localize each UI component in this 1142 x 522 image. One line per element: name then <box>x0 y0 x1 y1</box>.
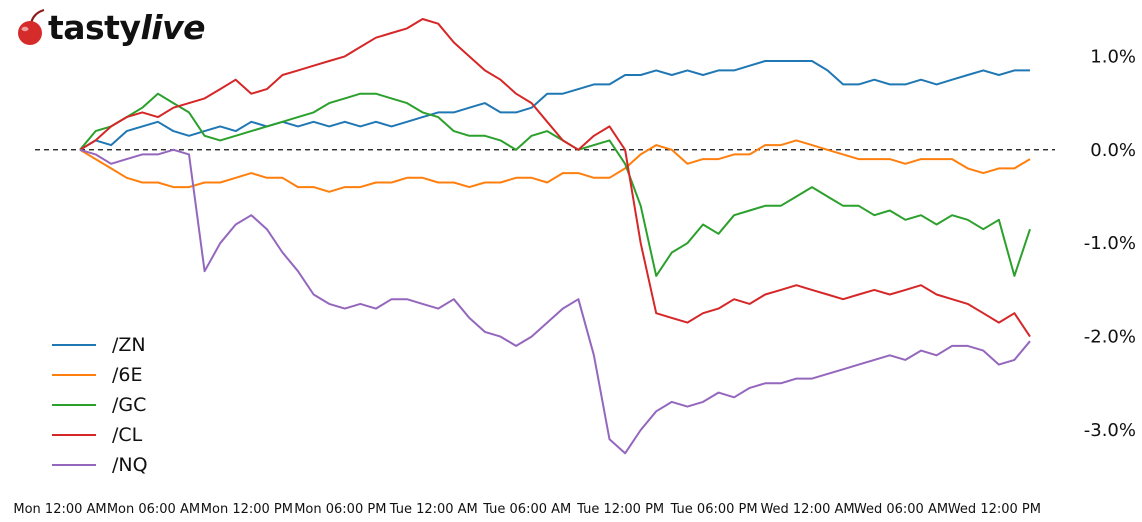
x-axis-ticks: Mon 12:00 AM Mon 06:00 AM Mon 12:00 PM Mon … <box>13 502 1041 517</box>
y-tick-label: -3.0% <box>1084 420 1136 441</box>
legend-swatch <box>52 374 96 376</box>
legend-item: /6E <box>52 360 148 390</box>
legend-swatch <box>52 464 96 466</box>
legend-label: /NQ <box>112 454 148 476</box>
legend-label: /6E <box>112 364 143 386</box>
legend-label: /ZN <box>112 334 146 356</box>
cherry-icon <box>18 8 45 45</box>
x-tick-label: Mon 06:00 AM <box>107 502 200 517</box>
series-line-zn <box>79 60 1030 151</box>
brand-wordmark-part2: live <box>140 8 205 47</box>
brand-logo: tastylive <box>14 8 205 48</box>
brand-wordmark: tastylive <box>48 8 205 48</box>
x-tick-label: Wed 12:00 AM <box>760 502 854 517</box>
legend-swatch <box>52 344 96 346</box>
series-line-cl <box>79 18 1031 338</box>
y-axis-ticks: 1.0% 0.0% -1.0% -2.0% -3.0% <box>1084 46 1136 441</box>
x-tick-label: Wed 06:00 AM <box>854 502 948 517</box>
y-tick-label: -1.0% <box>1084 233 1136 254</box>
y-tick-label: 0.0% <box>1090 140 1136 161</box>
x-tick-label: Tue 12:00 AM <box>389 502 478 517</box>
legend-item: /ZN <box>52 330 148 360</box>
x-tick-label: Tue 06:00 AM <box>482 502 571 517</box>
legend-item: /GC <box>52 390 148 420</box>
y-tick-label: 1.0% <box>1090 46 1136 67</box>
series-line-gc <box>79 92 1031 277</box>
legend-label: /GC <box>112 394 147 416</box>
y-tick-label: -2.0% <box>1084 327 1136 348</box>
legend-swatch <box>52 434 96 436</box>
x-tick-label: Mon 12:00 AM <box>13 502 106 517</box>
chart-legend: /ZN/6E/GC/CL/NQ <box>52 330 148 480</box>
series-layer <box>79 18 1031 455</box>
series-line-6e <box>79 139 1031 193</box>
legend-item: /NQ <box>52 450 148 480</box>
legend-item: /CL <box>52 420 148 450</box>
x-tick-label: Tue 12:00 PM <box>576 502 664 517</box>
x-tick-label: Mon 12:00 PM <box>201 502 293 517</box>
legend-swatch <box>52 404 96 406</box>
x-tick-label: Wed 12:00 PM <box>948 502 1041 517</box>
x-tick-label: Tue 06:00 PM <box>670 502 758 517</box>
legend-label: /CL <box>112 424 143 446</box>
x-tick-label: Mon 06:00 PM <box>294 502 386 517</box>
series-line-nq <box>79 148 1031 455</box>
brand-wordmark-part1: tasty <box>48 8 141 47</box>
